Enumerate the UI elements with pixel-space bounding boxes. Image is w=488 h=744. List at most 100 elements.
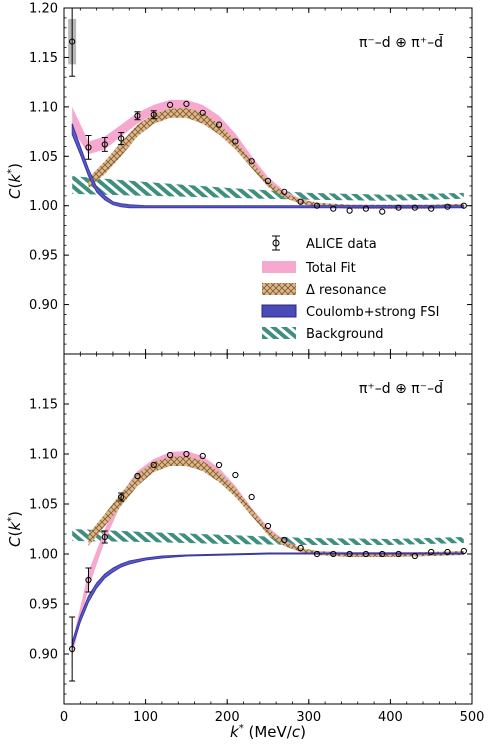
y-tick-label: 1.10 — [29, 100, 58, 115]
legend-label-coulomb: Coulomb+strong FSI — [306, 305, 440, 320]
data-point — [428, 205, 435, 212]
data-point — [444, 548, 451, 556]
data-point — [101, 530, 108, 544]
data-point — [69, 8, 76, 77]
data-point — [150, 461, 157, 469]
data-point — [85, 135, 92, 160]
panel-bottom-label: π⁺–d ⊕ π⁻–d̄ — [359, 379, 444, 397]
data-point — [118, 492, 125, 502]
panel-top-label: π⁻–d ⊕ π⁺–d̄ — [359, 33, 444, 51]
data-point — [166, 101, 174, 108]
data-point — [346, 550, 353, 558]
data-point — [264, 177, 272, 185]
panel-bottom-bands — [71, 451, 465, 656]
legend-label-background: Background — [306, 327, 384, 342]
delta-resonance-band — [88, 456, 464, 557]
legend-item-delta: Δ resonance — [262, 283, 386, 298]
data-point — [444, 203, 451, 210]
data-point — [330, 550, 337, 558]
x-axis-title-text: k* (MeV/c) — [230, 723, 306, 741]
background-band — [72, 176, 464, 201]
legend-item-total-fit: Total Fit — [262, 261, 356, 276]
data-point — [199, 109, 206, 116]
x-tick-label: 200 — [215, 710, 240, 725]
delta-resonance-band — [88, 107, 464, 209]
y-tick-label: 1.00 — [29, 199, 58, 214]
data-point — [264, 522, 272, 530]
data-point — [297, 198, 304, 205]
data-point — [379, 550, 386, 558]
y-axis-title-bottom-text: C(k*) — [6, 511, 24, 547]
data-point — [362, 205, 370, 212]
data-point — [379, 208, 386, 215]
legend-label-total-fit: Total Fit — [305, 261, 356, 276]
data-point — [346, 207, 353, 214]
y-tick-label: 0.95 — [29, 598, 58, 613]
y-tick-label: 0.90 — [29, 298, 58, 313]
panel-top: 0.90 0.95 1.00 1.05 1.10 1.15 1.20 π⁻–d ⊕ π⁺–d… — [29, 2, 473, 355]
data-point — [101, 137, 108, 152]
legend-label-data: ALICE data — [306, 237, 377, 252]
y-tick-label: 1.15 — [29, 51, 58, 66]
data-point — [362, 550, 370, 558]
y-tick-label: 1.05 — [29, 498, 58, 513]
data-point — [460, 202, 467, 209]
panel-bottom-points — [69, 450, 467, 682]
data-point — [215, 461, 223, 469]
data-point — [395, 550, 402, 558]
legend: ALICE data Total Fit Δ resonance Coulomb… — [261, 235, 440, 342]
y-tick-label: 1.00 — [29, 548, 58, 563]
data-point — [134, 111, 141, 121]
panel-bottom: 0.90 0.95 1.00 1.05 1.10 1.15 0 100 200 300 400 500… — [29, 353, 485, 725]
coulomb-band — [71, 123, 465, 209]
data-point — [166, 451, 174, 459]
data-point — [118, 132, 125, 145]
panel-bottom-ticks: 0.90 0.95 1.00 1.05 1.10 1.15 0 100 200 300 400 500 — [29, 353, 485, 725]
data-point — [215, 121, 223, 128]
panel-top-bands — [71, 99, 465, 209]
data-point — [330, 205, 337, 212]
y-axis-title-bottom: C(k*) — [6, 511, 24, 547]
data-point — [85, 567, 92, 593]
data-point — [313, 202, 321, 209]
x-tick-label: 400 — [378, 710, 403, 725]
legend-label-delta: Δ resonance — [306, 283, 386, 298]
y-axis-title-top: C(k*) — [6, 163, 24, 199]
x-tick-label: 100 — [133, 710, 158, 725]
data-point — [134, 472, 141, 480]
y-tick-label: 1.20 — [29, 2, 58, 17]
data-point — [248, 158, 255, 165]
data-point — [150, 110, 157, 120]
x-tick-label: 500 — [460, 710, 485, 725]
legend-item-background: Background — [262, 327, 384, 342]
legend-item-data: ALICE data — [272, 235, 377, 252]
background-band — [72, 529, 464, 545]
x-tick-label: 0 — [60, 710, 68, 725]
y-tick-label: 0.90 — [29, 648, 58, 663]
data-point — [183, 450, 190, 458]
data-point — [411, 552, 418, 560]
data-point — [297, 544, 304, 552]
data-point — [183, 100, 190, 107]
legend-item-coulomb: Coulomb+strong FSI — [261, 304, 440, 320]
coulomb-band — [71, 552, 465, 649]
data-point — [69, 616, 76, 682]
y-tick-label: 1.10 — [29, 448, 58, 463]
data-point — [411, 204, 418, 211]
data-point — [395, 204, 402, 211]
y-tick-label: 1.05 — [29, 150, 58, 165]
x-tick-label: 300 — [296, 710, 321, 725]
x-axis-title: k* (MeV/c) — [230, 723, 306, 741]
y-tick-label: 1.15 — [29, 398, 58, 413]
panel-top-points — [68, 8, 467, 215]
data-point — [313, 550, 321, 558]
data-point — [232, 471, 239, 479]
y-axis-title-top-text: C(k*) — [6, 163, 24, 199]
data-point — [199, 452, 206, 460]
data-point — [281, 536, 288, 544]
data-point — [281, 188, 288, 195]
data-point — [232, 138, 239, 145]
y-tick-label: 0.95 — [29, 249, 58, 264]
data-point — [460, 547, 467, 555]
